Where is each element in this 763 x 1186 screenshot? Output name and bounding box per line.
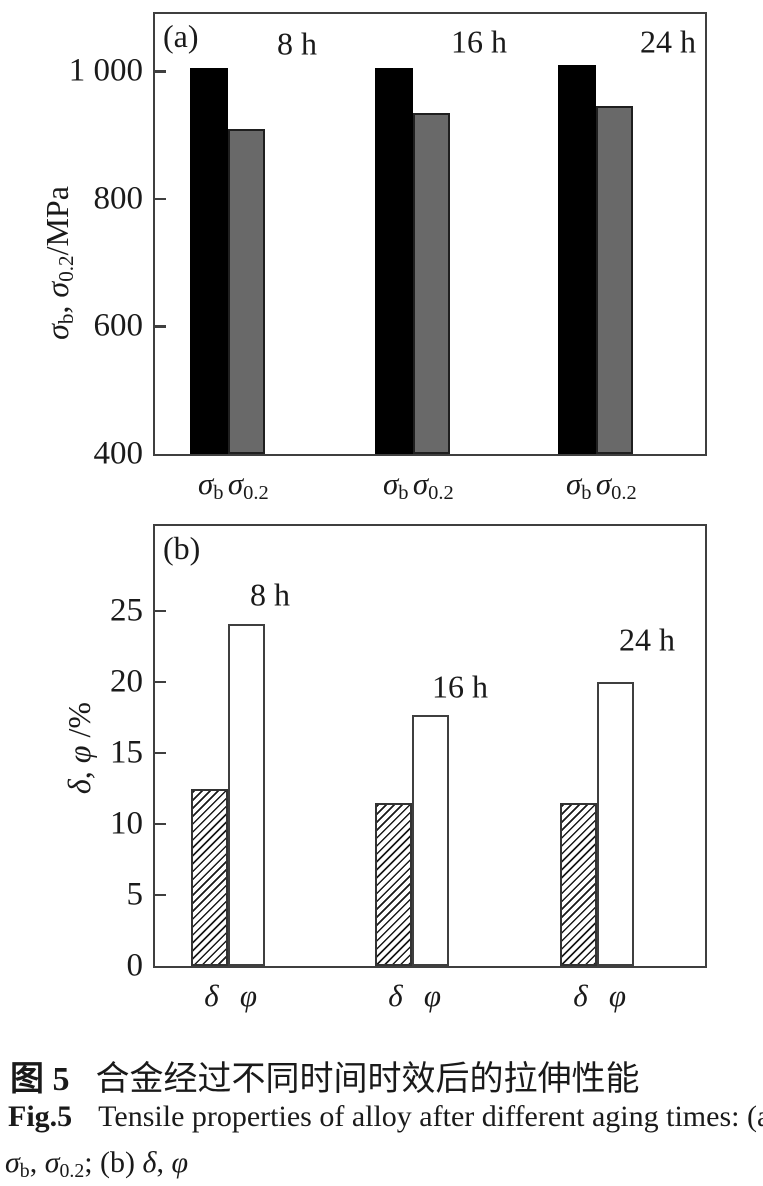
y-tick-label: 25: [110, 592, 143, 629]
x-series-label-part: b: [398, 481, 409, 504]
y-tick-mark: [155, 70, 166, 73]
y-axis-label-part: 0.2: [54, 255, 79, 282]
y-tick-label: 1 000: [68, 52, 143, 89]
y-tick-mark: [155, 197, 166, 201]
y-axis-label-part: σ: [39, 324, 75, 340]
x-series-label-sigma-0-2: σ0.2: [227, 466, 269, 504]
y-tick-label: 800: [93, 180, 144, 217]
x-series-label-part: 0.2: [611, 481, 637, 504]
x-series-label-delta: δ: [573, 978, 587, 1014]
caption-symbols-part: φ: [171, 1146, 189, 1179]
y-tick-label: 15: [110, 734, 143, 771]
caption-symbols-part: b: [19, 1159, 30, 1182]
y-axis-label-part: /MPa: [39, 186, 75, 256]
caption-symbols-part: ,: [156, 1146, 172, 1179]
bar-delta-16h: [375, 802, 412, 966]
caption-zh: 图 5 合金经过不同时间时效后的拉伸性能: [10, 1051, 763, 1100]
group-time-label-8h: 8 h: [250, 576, 290, 613]
y-axis-label-part: δ: [61, 779, 97, 795]
y-axis-label-part: ,: [39, 297, 75, 314]
caption-text-zh: 合金经过不同时间时效后的拉伸性能: [95, 1061, 640, 1098]
x-series-label-sigma-b: σb: [197, 466, 224, 504]
x-series-label-part: σ: [565, 466, 582, 501]
x-series-label-phi: φ: [424, 978, 441, 1014]
caption-symbols-part: σ: [44, 1146, 60, 1179]
y-tick-mark: [155, 325, 166, 328]
x-series-label-part: δ: [573, 978, 588, 1013]
y-tick-label: 10: [110, 805, 143, 842]
x-series-label-sigma-b: σb: [565, 466, 592, 504]
bar-sigma-0-2-8h: [227, 128, 265, 454]
caption-symbols-part: σ: [5, 1146, 20, 1179]
x-series-label-part: 0.2: [243, 481, 269, 504]
caption-symbols-part: δ: [142, 1146, 157, 1179]
x-series-label-part: 0.2: [428, 481, 454, 504]
x-series-label-delta: δ: [204, 978, 218, 1014]
group-time-label-16h: 16 h: [432, 668, 488, 705]
bar-sigma-b-8h: [190, 68, 228, 454]
caption-en: Fig.5 Tensile properties of alloy after d…: [8, 1100, 763, 1134]
caption-symbols-line: σb, σ0.2; (b) δ, φ: [5, 1146, 763, 1182]
x-series-label-part: δ: [388, 978, 403, 1013]
y-tick-label: 0: [126, 947, 144, 984]
caption-symbols-part: ,: [29, 1146, 45, 1179]
bar-sigma-0-2-24h: [595, 106, 633, 454]
bar-phi-16h: [412, 714, 449, 966]
group-time-label-8h: 8 h: [277, 25, 317, 62]
x-series-label-sigma-b: σb: [382, 466, 409, 504]
x-series-label-part: b: [581, 481, 592, 504]
y-tick-mark: [155, 751, 166, 755]
y-tick-label: 400: [93, 435, 144, 472]
y-tick-label: 5: [126, 876, 144, 913]
x-series-label-phi: φ: [609, 978, 626, 1014]
group-time-label-16h: 16 h: [451, 23, 507, 60]
x-series-label-part: b: [213, 481, 224, 504]
panel-label-a: (a): [163, 18, 199, 54]
x-series-label-sigma-0-2: σ0.2: [412, 466, 454, 504]
x-series-label-part: σ: [595, 466, 612, 501]
bar-delta-8h: [191, 788, 228, 966]
x-series-label-phi: φ: [240, 978, 257, 1014]
bar-sigma-0-2-16h: [412, 112, 450, 454]
x-series-label-delta: δ: [388, 978, 402, 1014]
y-tick-label: 600: [93, 307, 144, 344]
y-tick-mark: [155, 893, 166, 897]
y-tick-mark: [155, 680, 166, 684]
x-series-label-part: δ: [204, 978, 219, 1013]
caption-figure-number-en: Fig.5: [8, 1100, 73, 1133]
y-tick-mark: [155, 609, 166, 613]
y-axis-label-a: σb, σ0.2/MPa: [39, 186, 78, 340]
group-time-label-24h: 24 h: [640, 23, 696, 60]
y-axis-label-part: ,: [61, 763, 97, 780]
x-series-label-part: σ: [197, 466, 214, 501]
x-series-label-part: φ: [423, 978, 442, 1013]
bar-phi-8h: [228, 623, 265, 966]
x-series-label-part: φ: [239, 978, 258, 1013]
plot-area-b: (b) 0 5 10 15 20 25 δ, φ /% δ φ 8 h δ φ 16 h δ φ 24 h: [61, 524, 707, 1013]
y-tick-label: 20: [110, 663, 143, 700]
caption-figure-number-zh: 图 5: [10, 1061, 70, 1098]
y-axis-label-part: σ: [39, 281, 75, 298]
y-axis-label-part: /%: [61, 701, 97, 746]
y-axis-label-part: φ: [61, 745, 97, 764]
y-tick-mark: [155, 822, 166, 826]
y-axis-label-part: b: [54, 313, 79, 325]
y-axis-label-b: δ, φ /%: [61, 701, 97, 795]
plot-area-a: (a) 400 600 800 1 000 σb, σ0.2/MPa σb σ0.2 8 h σb…: [39, 12, 707, 504]
x-series-label-part: σ: [382, 466, 399, 501]
bar-phi-24h: [597, 682, 634, 966]
x-series-label-sigma-0-2: σ0.2: [595, 466, 637, 504]
bar-delta-24h: [560, 802, 597, 966]
bar-sigma-b-24h: [558, 65, 596, 454]
x-series-label-part: σ: [412, 466, 429, 501]
bar-sigma-b-16h: [375, 68, 413, 454]
caption-symbols-part: ; (b): [84, 1146, 143, 1179]
caption-text-en: Tensile properties of alloy after differ…: [98, 1100, 763, 1133]
panel-label-b: (b): [163, 530, 201, 566]
x-series-label-part: σ: [227, 466, 244, 501]
caption-symbols-part: 0.2: [59, 1159, 85, 1182]
group-time-label-24h: 24 h: [619, 621, 675, 658]
x-series-label-part: φ: [608, 978, 627, 1013]
